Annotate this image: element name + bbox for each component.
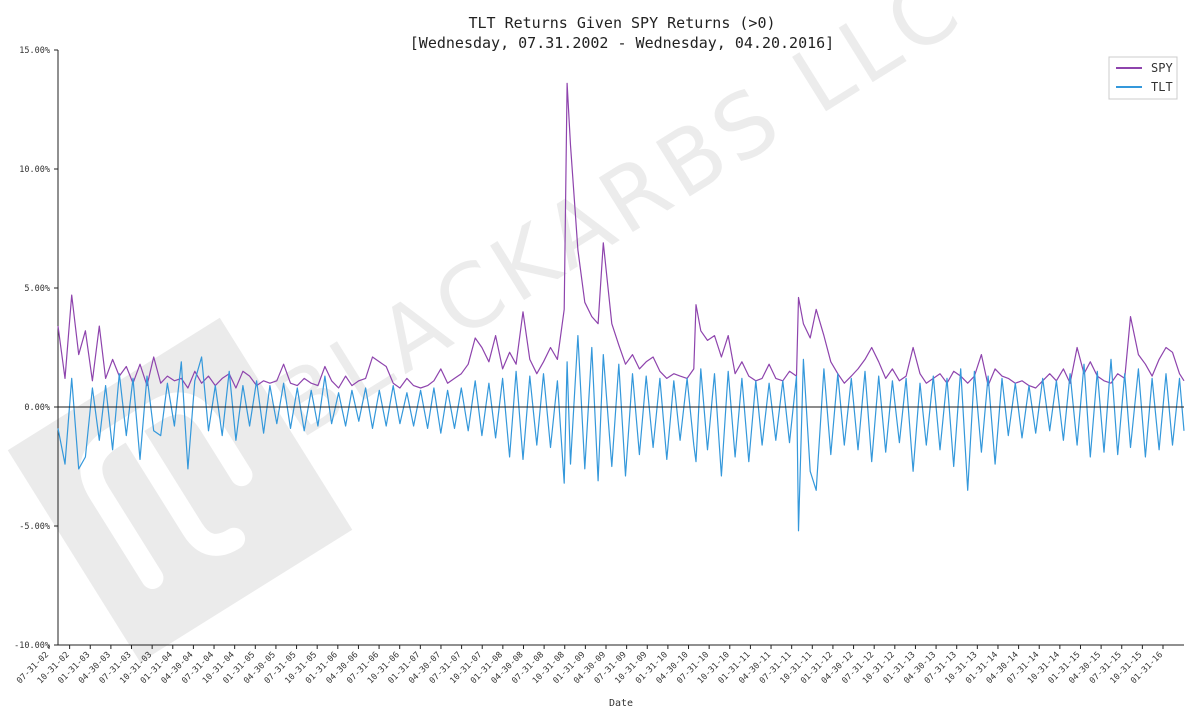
x-axis: 07-31-0210-31-0201-31-0304-30-0307-31-03… [15,644,1184,686]
y-tick-label: 0.00% [24,403,50,413]
legend-label-spy: SPY [1151,61,1173,75]
y-tick-label: 5.00% [24,284,50,294]
y-tick-label: 15.00% [19,46,50,56]
legend: SPY TLT [1108,56,1178,100]
watermark: BLACKARBS LLC [7,0,980,663]
watermark-logo [7,317,353,663]
series-lines [57,82,1185,532]
chart-subtitle: [Wednesday, 07.31.2002 - Wednesday, 04.2… [410,34,834,52]
y-tick-label: 10.00% [19,165,50,175]
legend-box [1108,56,1178,100]
y-axis: 15.00% 10.00% 5.00% 0.00% -5.00% -10.00% [14,46,59,651]
chart-title: TLT Returns Given SPY Returns (>0) [468,14,775,32]
series-line-spy [57,82,1185,389]
watermark-logo-mark [80,392,253,589]
y-tick-label: -5.00% [19,522,50,532]
series-line-tlt [57,335,1185,532]
y-tick-label: -10.00% [14,641,50,651]
legend-label-tlt: TLT [1151,80,1173,94]
x-axis-label: Date [609,698,633,709]
